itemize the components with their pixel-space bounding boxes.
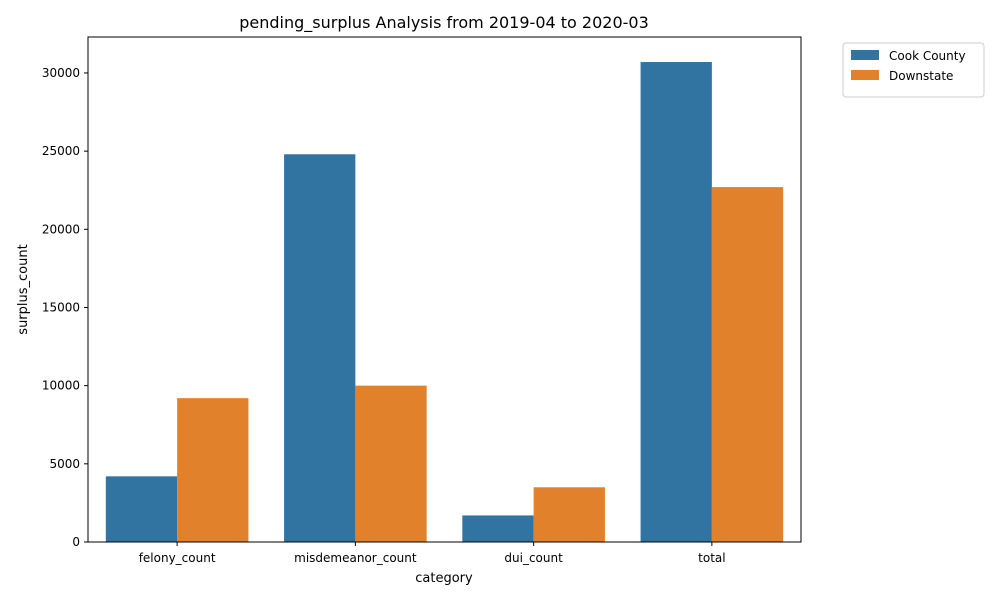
x-tick-label: felony_count [139,551,216,565]
plot-frame [87,36,802,543]
y-tick-label: 0 [72,535,80,549]
bar-cook-county-dui_count [462,515,534,542]
y-tick-label: 10000 [42,379,80,393]
plot-area: 0 5000 10000 15000 20000 25000 30000 felony_cou… [42,62,784,565]
y-tick-label: 25000 [42,144,80,158]
bar-downstate-total [711,187,784,542]
x-axis-label: category [415,571,473,586]
y-axis-label: surplus_count [16,244,31,334]
x-tick-label: misdemeanor_count [294,551,417,565]
y-tick-label: 20000 [42,222,80,236]
y-tick-label: 5000 [49,457,80,471]
y-tick-label: 15000 [42,300,80,314]
legend-swatch-cook-county [851,50,879,60]
legend-swatch-downstate [851,70,879,80]
bar-cook-county-felony_count [105,476,178,542]
bar-downstate-dui_count [533,487,605,542]
legend-label: Cook County [889,49,966,63]
bar-downstate-misdemeanor_count [355,385,427,542]
bar-cook-county-misdemeanor_count [284,154,356,542]
chart-title: pending_surplus Analysis from 2019-04 to… [239,13,649,33]
x-tick-label: total [698,551,725,565]
y-tick-label: 30000 [42,66,80,80]
legend: Cook County Downstate [842,42,985,98]
x-tick-label: dui_count [504,551,563,565]
legend-label: Downstate [889,69,953,83]
bar-downstate-felony_count [177,398,249,542]
bar-cook-county-total [640,62,712,543]
